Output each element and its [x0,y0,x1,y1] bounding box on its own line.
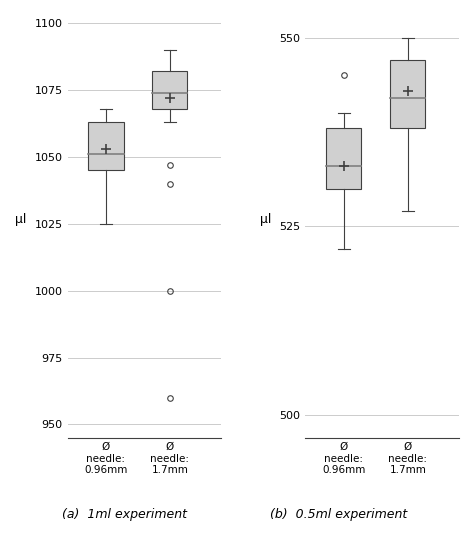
FancyBboxPatch shape [152,71,188,109]
Y-axis label: µl: µl [260,214,271,226]
Y-axis label: µl: µl [15,214,27,226]
Text: (a)  1ml experiment: (a) 1ml experiment [62,508,187,521]
Text: (b)  0.5ml experiment: (b) 0.5ml experiment [270,508,408,521]
FancyBboxPatch shape [326,128,362,189]
FancyBboxPatch shape [390,60,426,128]
FancyBboxPatch shape [88,122,124,170]
